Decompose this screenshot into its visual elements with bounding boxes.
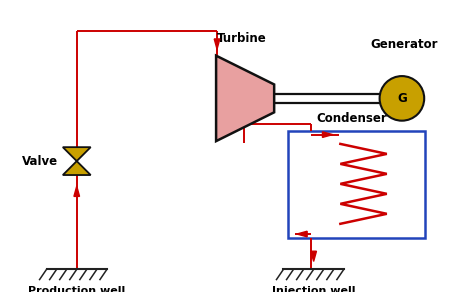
Text: G: G [397,92,407,105]
Text: Condenser: Condenser [317,112,387,125]
Bar [288,131,425,238]
Polygon shape [63,161,91,175]
Text: Generator: Generator [371,38,438,51]
Polygon shape [297,231,307,237]
Polygon shape [216,56,274,141]
Text: Production well: Production well [28,286,125,292]
Polygon shape [214,39,220,49]
Text: Injection well: Injection well [272,286,356,292]
Circle shape [380,76,424,121]
Text: Valve: Valve [22,154,58,168]
Polygon shape [74,186,80,197]
Text: Turbine: Turbine [217,32,266,46]
Polygon shape [311,251,317,261]
Polygon shape [63,147,91,161]
Polygon shape [322,132,333,138]
